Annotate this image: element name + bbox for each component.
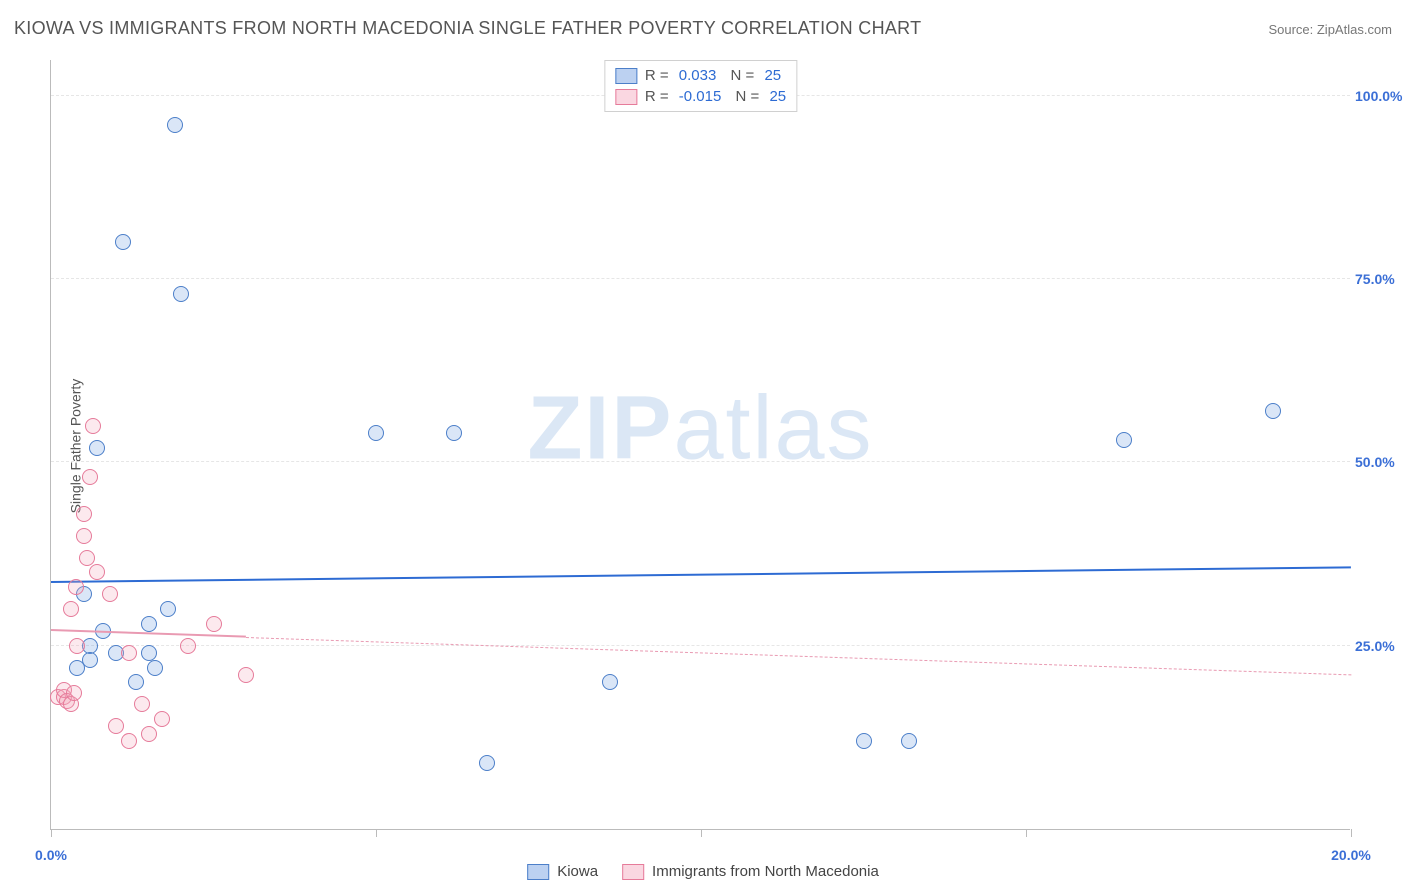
data-point [63, 601, 79, 617]
data-point [238, 667, 254, 683]
data-point [1265, 403, 1281, 419]
watermark: ZIPatlas [527, 378, 873, 481]
legend-swatch [527, 864, 549, 880]
data-point [147, 660, 163, 676]
x-tick [51, 829, 52, 837]
data-point [141, 726, 157, 742]
data-point [180, 638, 196, 654]
data-point [102, 586, 118, 602]
data-point [173, 286, 189, 302]
data-point [76, 506, 92, 522]
regression-line [51, 567, 1351, 584]
data-point [66, 685, 82, 701]
bottom-legend-item: Immigrants from North Macedonia [622, 863, 879, 880]
data-point [115, 234, 131, 250]
data-point [121, 733, 137, 749]
chart-container: KIOWA VS IMMIGRANTS FROM NORTH MACEDONIA… [0, 0, 1406, 892]
data-point [89, 440, 105, 456]
x-tick [1351, 829, 1352, 837]
data-point [134, 696, 150, 712]
x-tick [376, 829, 377, 837]
x-tick-label: 0.0% [35, 847, 67, 863]
data-point [141, 616, 157, 632]
y-tick-label: 25.0% [1355, 638, 1406, 654]
data-point [79, 550, 95, 566]
data-point [76, 528, 92, 544]
legend-row: R = 0.033 N = 25 [615, 65, 786, 86]
data-point [160, 601, 176, 617]
series-legend: Kiowa Immigrants from North Macedonia [527, 863, 879, 880]
y-tick-label: 50.0% [1355, 454, 1406, 470]
data-point [856, 733, 872, 749]
bottom-legend-item: Kiowa [527, 863, 598, 880]
x-tick [701, 829, 702, 837]
data-point [89, 564, 105, 580]
data-point [121, 645, 137, 661]
data-point [108, 718, 124, 734]
data-point [167, 117, 183, 133]
title-bar: KIOWA VS IMMIGRANTS FROM NORTH MACEDONIA… [14, 18, 1392, 39]
bottom-legend-label: Immigrants from North Macedonia [652, 863, 879, 880]
data-point [85, 418, 101, 434]
legend-swatch [615, 89, 637, 105]
data-point [206, 616, 222, 632]
data-point [446, 425, 462, 441]
legend-swatch [615, 68, 637, 84]
legend-swatch [622, 864, 644, 880]
scatter-plot: ZIPatlas R = 0.033 N = 25 R = -0.015 N = … [50, 60, 1350, 830]
gridline [51, 645, 1350, 646]
watermark-light: atlas [673, 379, 873, 479]
gridline [51, 278, 1350, 279]
x-tick-label: 20.0% [1331, 847, 1371, 863]
data-point [69, 638, 85, 654]
regression-line [246, 637, 1351, 675]
legend-stats: R = 0.033 N = 25 [645, 67, 781, 84]
watermark-bold: ZIP [527, 379, 673, 479]
correlation-legend: R = 0.033 N = 25 R = -0.015 N = 25 [604, 60, 797, 112]
data-point [128, 674, 144, 690]
data-point [901, 733, 917, 749]
y-tick-label: 100.0% [1355, 88, 1406, 104]
source-label: Source: ZipAtlas.com [1268, 22, 1392, 37]
bottom-legend-label: Kiowa [557, 863, 598, 880]
y-tick-label: 75.0% [1355, 271, 1406, 287]
chart-title: KIOWA VS IMMIGRANTS FROM NORTH MACEDONIA… [14, 18, 921, 39]
data-point [479, 755, 495, 771]
data-point [154, 711, 170, 727]
data-point [602, 674, 618, 690]
data-point [68, 579, 84, 595]
data-point [1116, 432, 1132, 448]
data-point [82, 469, 98, 485]
x-tick [1026, 829, 1027, 837]
legend-stats: R = -0.015 N = 25 [645, 88, 786, 105]
legend-row: R = -0.015 N = 25 [615, 86, 786, 107]
data-point [82, 652, 98, 668]
gridline [51, 461, 1350, 462]
data-point [141, 645, 157, 661]
data-point [368, 425, 384, 441]
